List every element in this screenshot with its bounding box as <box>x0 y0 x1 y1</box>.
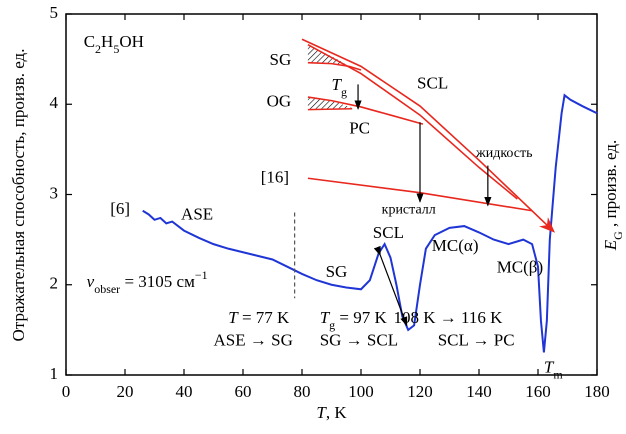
annotation-part: ν <box>87 272 95 291</box>
annotation-part: g <box>329 318 335 332</box>
annotation: MC(α) <box>432 236 479 255</box>
annotation: ASE → SG <box>214 331 293 350</box>
annotation-part: 5 <box>113 42 119 56</box>
annotation-part: g <box>341 85 347 99</box>
y2-axis-label: EG , произв. ед. <box>601 140 625 251</box>
x-tick-label: 100 <box>348 382 374 401</box>
x-axis-label-part: , K <box>326 403 348 422</box>
annotation-part: кристалл <box>382 203 436 218</box>
annotation: SCL → PC <box>438 331 515 350</box>
y-axis-label: Отражательная способность, произв. ед. <box>9 49 28 342</box>
x-tick-label: 120 <box>407 382 433 401</box>
y2-axis-label-part: , произв. ед. <box>601 140 620 231</box>
x-tick-label: 40 <box>176 382 193 401</box>
annotation-part: = 77 K <box>238 308 290 327</box>
x-axis-label-part: T <box>316 403 327 422</box>
annotation-part: PC <box>349 118 370 137</box>
hatch-og <box>307 97 353 110</box>
model-curve <box>301 38 556 233</box>
x-tick-label: 60 <box>235 382 252 401</box>
annotation: 108 K → 116 K <box>393 308 503 327</box>
annotation: жидкость <box>475 146 532 161</box>
y-tick-label: 2 <box>50 274 59 293</box>
y-tick-label: 5 <box>50 3 59 22</box>
annotation: MC(β) <box>497 257 543 276</box>
model-curve <box>307 43 518 200</box>
annotation-part: SG <box>270 50 292 69</box>
y-tick-label: 1 <box>50 364 59 383</box>
annotation: SG <box>270 50 292 69</box>
x-tick-label: 180 <box>584 382 610 401</box>
x-tick-label: 140 <box>466 382 492 401</box>
annotation: [6] <box>110 199 130 218</box>
annotation-part: жидкость <box>475 146 532 161</box>
annotation-part: T <box>320 308 331 327</box>
annotation-part: T <box>228 308 239 327</box>
annotation-part: [6] <box>110 199 130 218</box>
annotation: C2H5OH <box>84 32 144 56</box>
annotation-part: 108 K → 116 K <box>393 308 503 327</box>
annotation-part: T <box>332 75 343 94</box>
annotation-part: MC(β) <box>497 257 543 276</box>
x-tick-label: 0 <box>62 382 71 401</box>
x-tick-label: 160 <box>525 382 551 401</box>
model-curve <box>307 61 362 71</box>
annotation-part: = 97 K <box>335 308 387 327</box>
annotation-part: OG <box>267 91 292 110</box>
arrow <box>373 245 408 327</box>
annotation: OG <box>267 91 292 110</box>
y-tick-label: 3 <box>50 183 59 202</box>
annotation-part: OH <box>119 32 144 51</box>
annotation-part: SCL → PC <box>438 331 515 350</box>
annotation-part: SCL <box>373 223 404 242</box>
annotation-part: −1 <box>195 268 208 282</box>
annotation: SG <box>326 262 348 281</box>
annotation-part: SG <box>326 262 348 281</box>
x-tick-label: 20 <box>117 382 134 401</box>
annotation-part: m <box>553 367 563 381</box>
annotation: кристалл <box>382 203 436 218</box>
annotation-part: = 3105 см <box>120 272 195 291</box>
annotation-part: C <box>84 32 95 51</box>
y-tick-label: 4 <box>50 93 59 112</box>
annotation-part: ASE <box>181 204 213 223</box>
annotation: SG → SCL <box>320 331 398 350</box>
annotation-part: H <box>101 32 113 51</box>
annotation: [16] <box>261 167 289 186</box>
annotation: Tg = 97 K <box>320 308 388 332</box>
annotation: Tg <box>332 75 347 99</box>
og-lower <box>307 108 353 111</box>
annotation-part: ASE → SG <box>214 331 293 350</box>
annotation: SCL <box>373 223 404 242</box>
annotation: ASE <box>181 204 213 223</box>
annotation-part: SG → SCL <box>320 331 398 350</box>
annotation: Tm <box>544 358 563 382</box>
annotation: PC <box>349 118 370 137</box>
annotation-part: SCL <box>417 73 448 92</box>
annotation-part: T <box>544 358 555 377</box>
annotation-part: obser <box>94 282 120 296</box>
y2-axis-label-part: E <box>601 239 620 251</box>
annotation: νobser = 3105 см−1 <box>87 268 208 296</box>
x-axis-label: T, K <box>316 403 347 422</box>
annotation-part: [16] <box>261 167 289 186</box>
annotation-part: MC(α) <box>432 236 479 255</box>
y2-axis-label-part: G <box>611 231 625 240</box>
annotation: SCL <box>417 73 448 92</box>
annotation-part: 2 <box>95 42 101 56</box>
x-tick-label: 80 <box>294 382 311 401</box>
annotation: T = 77 K <box>228 308 290 327</box>
